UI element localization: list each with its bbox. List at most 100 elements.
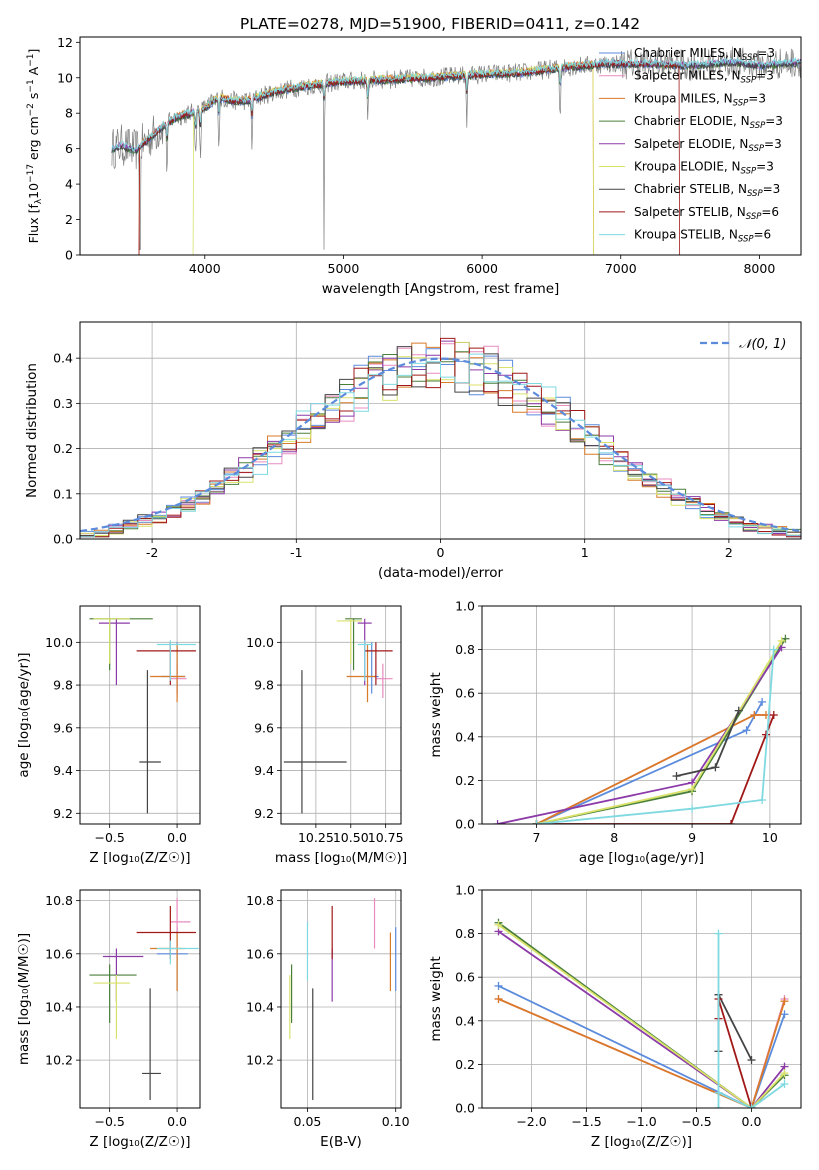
axes-frame bbox=[79, 605, 201, 825]
y-tick-label: 10.0 bbox=[45, 635, 73, 650]
x-tick-label: −0.5 bbox=[681, 1114, 711, 1129]
y-tick-label: 1.0 bbox=[455, 599, 475, 614]
grid bbox=[281, 890, 401, 1108]
x-axis-label: E(B-V) bbox=[320, 1134, 362, 1150]
panel-mass_vs_ebv: 0.05 0.10 10.2 10.4 10.6 10.8 E(B-V) bbox=[246, 889, 410, 1150]
series-line bbox=[497, 646, 783, 824]
legend-sub: SSP bbox=[741, 76, 757, 86]
panel-residuals: -2 -1 0 1 2 0.0 0.1 0.2 0.3 0.4 (data-model)/error… bbox=[24, 321, 802, 581]
x-axis-label: mass [log₁₀(M/M☉)] bbox=[275, 850, 407, 866]
legend-text: =6 bbox=[761, 205, 779, 219]
grid bbox=[80, 606, 200, 824]
errorbar-chabrier-miles bbox=[364, 642, 379, 694]
legend-text: Kroupa MILES, N bbox=[634, 91, 733, 105]
ticks: −0.5 0.0 10.2 10.4 10.6 10.8 bbox=[45, 893, 187, 1129]
errorbar-kroupa-miles bbox=[150, 644, 186, 703]
y-tick-label: 9.2 bbox=[53, 806, 73, 821]
y-axis-label: mass [log₁₀(M/M☉)] bbox=[16, 933, 32, 1065]
errorbar-salpeter-stelib bbox=[136, 905, 196, 960]
axes-frame bbox=[481, 889, 802, 1109]
y-axis-label-part: s bbox=[26, 93, 41, 104]
errorbar-salpeter-elodie bbox=[98, 618, 130, 686]
series-line bbox=[536, 701, 763, 824]
legend-sub: SSP bbox=[750, 121, 766, 131]
y-axis-label-part: ] bbox=[26, 49, 41, 54]
errorbar-salpeter-miles bbox=[375, 663, 393, 698]
grid bbox=[482, 605, 801, 825]
y-tick-label: 10.6 bbox=[246, 946, 274, 961]
plot-area bbox=[493, 634, 790, 824]
legend-text: Chabrier STELIB, N bbox=[634, 182, 747, 196]
errorbar-kroupa-miles bbox=[150, 932, 186, 992]
series-line bbox=[536, 714, 775, 824]
y-tick-label: 0.0 bbox=[455, 817, 475, 832]
errorbar-chabrier-miles bbox=[156, 927, 188, 992]
series-line bbox=[497, 921, 786, 1108]
y-tick-label: 10.0 bbox=[246, 635, 274, 650]
x-tick-label: -1 bbox=[290, 545, 302, 560]
ticks: 10.25 10.50 10.75 9.2 9.4 9.6 9.8 10.0 bbox=[246, 635, 403, 845]
x-tick-label: 2 bbox=[725, 545, 733, 560]
legend-entry-normal: 𝒩(0, 1) bbox=[739, 337, 786, 352]
errorbar-kroupa-stelib bbox=[357, 640, 374, 681]
plot-area bbox=[89, 618, 196, 814]
series-kroupa-stelib bbox=[714, 929, 789, 1108]
series-salpeter-stelib bbox=[532, 711, 778, 824]
series-kroupa-elodie bbox=[532, 636, 786, 824]
series-line bbox=[498, 985, 786, 1108]
plot-area bbox=[80, 337, 801, 539]
y-tick-label: 2 bbox=[65, 212, 73, 227]
legend-text: =3 bbox=[748, 91, 766, 105]
errorbar-chabrier-elodie bbox=[345, 618, 362, 671]
x-tick-label: 8000 bbox=[743, 261, 775, 276]
y-tick-label: 9.2 bbox=[254, 806, 274, 821]
series-line bbox=[536, 649, 775, 824]
y-axis-label-part: −2 bbox=[26, 103, 36, 116]
panel-mass_vs_z: −0.5 0.0 10.2 10.4 10.6 10.8 Z [log₁₀(Z/Z☉)] ma… bbox=[16, 889, 201, 1150]
x-tick-label: 10.25 bbox=[298, 830, 334, 845]
legend-text: =3 bbox=[757, 46, 775, 60]
ticks: 4000 5000 6000 7000 8000 0 2 4 6 8 10 12 bbox=[57, 35, 775, 276]
plot-area bbox=[494, 918, 789, 1108]
ticks: −0.5 0.0 9.2 9.4 9.6 9.8 10.0 bbox=[45, 635, 187, 845]
ticks: 0.05 0.10 10.2 10.4 10.6 10.8 bbox=[246, 893, 410, 1129]
legend-text: Chabrier MILES, N bbox=[634, 46, 742, 60]
errorbar-chabrier-miles bbox=[160, 642, 186, 694]
y-axis-label-part: A bbox=[26, 66, 41, 79]
x-tick-label: 0.10 bbox=[382, 1114, 410, 1129]
axes-frame bbox=[79, 36, 802, 256]
legend-sub: SSP bbox=[738, 235, 754, 245]
errorbar-chabrier-elodie bbox=[89, 618, 153, 671]
legend-entry-salpeter-elodie: Salpeter ELODIE, NSSP=3 bbox=[634, 137, 782, 154]
errorbar-kroupa-elodie bbox=[93, 975, 130, 1039]
axes-frame bbox=[79, 889, 201, 1109]
errorbar-kroupa-stelib bbox=[156, 640, 196, 681]
y-tick-label: 10 bbox=[57, 70, 73, 85]
plot-area bbox=[283, 618, 393, 814]
y-tick-label: 0.2 bbox=[455, 1057, 475, 1072]
legend-text: =6 bbox=[754, 228, 772, 242]
errorbar-salpeter-stelib bbox=[136, 642, 196, 686]
legend-text: Salpeter STELIB, N bbox=[634, 205, 746, 219]
panel-age_vs_z: −0.5 0.0 9.2 9.4 9.6 9.8 10.0 Z [log₁₀(Z/Z☉)] ag… bbox=[16, 605, 201, 866]
legend-entry-kroupa-elodie: Kroupa ELODIE, NSSP=3 bbox=[634, 160, 774, 177]
series-line bbox=[497, 930, 786, 1108]
panel-spectrum: 4000 5000 6000 7000 8000 0 2 4 6 8 10 12 wavelength … bbox=[26, 35, 802, 297]
y-tick-label: 0.4 bbox=[53, 351, 73, 366]
plot-area bbox=[111, 46, 801, 255]
x-tick-label: 10.50 bbox=[333, 830, 369, 845]
y-tick-label: 12 bbox=[57, 35, 73, 50]
histogram-kroupa-stelib bbox=[80, 353, 801, 539]
legend-text: Salpeter MILES, N bbox=[634, 69, 741, 83]
legend-sub: SSP bbox=[742, 53, 758, 63]
y-tick-label: 0.8 bbox=[455, 642, 475, 657]
panel-age_vs_mass: 10.25 10.50 10.75 9.2 9.4 9.6 9.8 10.0 mass [log… bbox=[246, 605, 407, 866]
legend-text: =3 bbox=[763, 182, 781, 196]
y-tick-label: 0.1 bbox=[53, 486, 73, 501]
y-tick-label: 9.4 bbox=[254, 763, 274, 778]
y-tick-label: 10.2 bbox=[45, 1053, 73, 1068]
series-kroupa-miles bbox=[532, 711, 770, 824]
axes-frame bbox=[280, 889, 402, 1109]
y-axis-label: mass weight bbox=[428, 956, 444, 1041]
